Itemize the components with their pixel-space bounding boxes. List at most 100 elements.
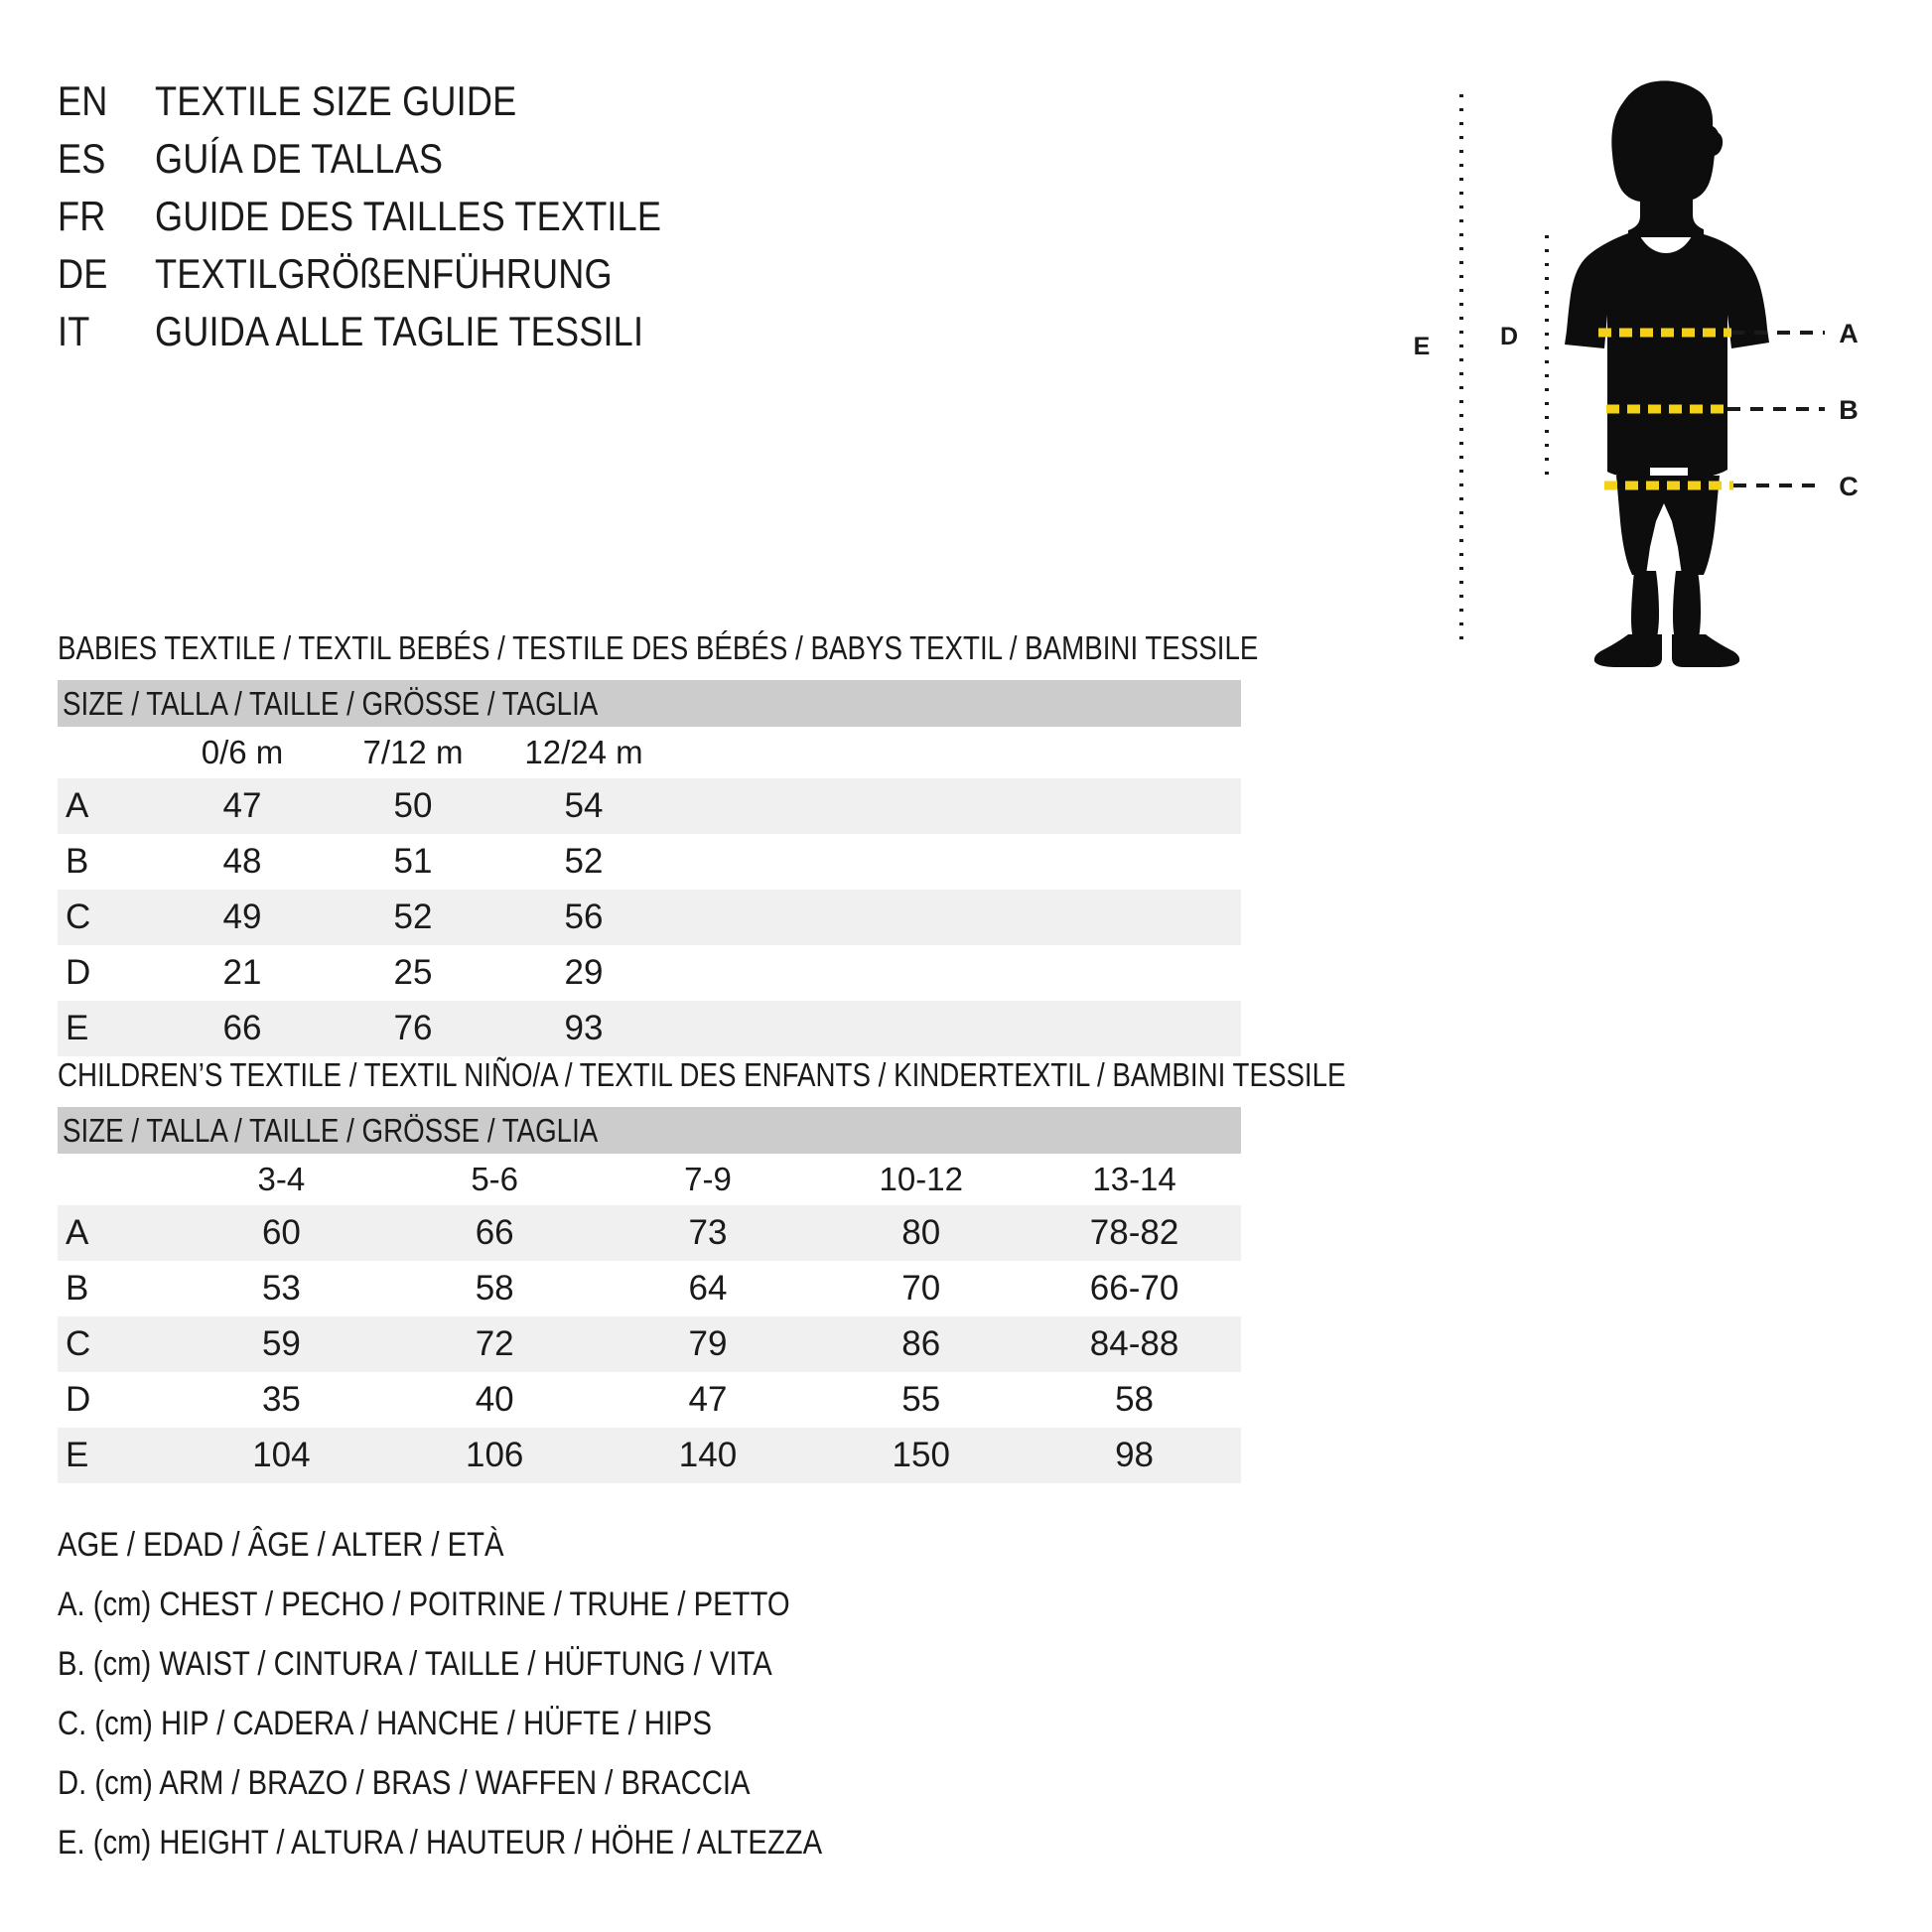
children-table-header-row: SIZE / TALLA / TAILLE / GRÖSSE / TAGLIA <box>58 1107 1241 1154</box>
babies-row-label-c: C <box>58 890 157 945</box>
children-row-label-d: D <box>66 1380 91 1419</box>
babies-cell-a-0: 47 <box>157 778 328 834</box>
children-corner-cell <box>58 1154 175 1205</box>
children-cell-b-1: 58 <box>475 1269 514 1308</box>
title-row-it: IT GUIDA ALLE TAGLIE TESSILI <box>58 308 1150 365</box>
babies-cell-e-0: 66 <box>157 1001 328 1056</box>
babies-cell-c-1: 52 <box>328 890 498 945</box>
babies-col-header-1: 7/12 m <box>362 734 464 770</box>
language-code-it: IT <box>58 308 90 354</box>
babies-row-label-e: E <box>58 1001 157 1056</box>
babies-row-label-d: D <box>66 953 91 992</box>
children-cell-e-1: 106 <box>387 1428 602 1483</box>
babies-col-header-2: 12/24 m <box>524 734 643 770</box>
table-row: B 53 58 64 70 66-70 <box>58 1261 1241 1316</box>
children-cell-d-1: 40 <box>475 1380 514 1419</box>
child-silhouette-icon <box>1565 80 1769 667</box>
children-cell-e-4: 98 <box>1028 1428 1241 1483</box>
guide-title-it: GUIDA ALLE TAGLIE TESSILI <box>155 308 644 354</box>
babies-cell-a-1: 50 <box>328 778 498 834</box>
babies-table-header-row: SIZE / TALLA / TAILLE / GRÖSSE / TAGLIA <box>58 680 1241 727</box>
children-cell-d-0: 35 <box>261 1380 301 1419</box>
babies-corner-cell <box>58 727 157 778</box>
children-cell-a-0: 60 <box>175 1205 388 1261</box>
diagram-label-b: B <box>1839 395 1859 425</box>
children-cell-c-0: 59 <box>175 1316 388 1372</box>
table-row: E 104 106 140 150 98 <box>58 1428 1241 1483</box>
babies-textile-section: BABIES TEXTILE / TEXTIL BEBÉS / TESTILE … <box>58 629 1259 1056</box>
babies-cell-d-1: 25 <box>393 953 433 992</box>
babies-size-table: SIZE / TALLA / TAILLE / GRÖSSE / TAGLIA … <box>58 680 1241 1056</box>
babies-cell-c-2: 56 <box>498 890 669 945</box>
children-cell-a-1: 66 <box>387 1205 602 1261</box>
guide-title-fr: GUIDE DES TAILLES TEXTILE <box>155 193 662 239</box>
babies-cell-e-2: 93 <box>498 1001 669 1056</box>
table-row: D 35 40 47 55 58 <box>58 1372 1241 1428</box>
children-cell-d-3: 55 <box>901 1380 941 1419</box>
children-cell-c-2: 79 <box>601 1316 815 1372</box>
children-cell-b-4: 66-70 <box>1089 1269 1179 1308</box>
table-row: B 48 51 52 <box>58 834 1241 890</box>
table-row: C 49 52 56 <box>58 890 1241 945</box>
children-cell-b-3: 70 <box>901 1269 941 1308</box>
children-cell-d-2: 47 <box>688 1380 728 1419</box>
table-row: A 60 66 73 80 78-82 <box>58 1205 1241 1261</box>
legend-item-waist: B. (cm) WAIST / CINTURA / TAILLE / HÜFTU… <box>58 1645 772 1683</box>
children-row-label-b: B <box>66 1269 89 1308</box>
children-cell-e-0: 104 <box>175 1428 388 1483</box>
table-row: D 21 25 29 <box>58 945 1241 1001</box>
legend-item-height: E. (cm) HEIGHT / ALTURA / HAUTEUR / HÖHE… <box>58 1824 823 1862</box>
children-cell-e-2: 140 <box>601 1428 815 1483</box>
babies-cell-d-0: 21 <box>222 953 262 992</box>
diagram-label-e: E <box>1414 333 1431 360</box>
children-cell-d-4: 58 <box>1115 1380 1155 1419</box>
babies-col-header-spacer <box>669 727 1241 778</box>
children-size-table: SIZE / TALLA / TAILLE / GRÖSSE / TAGLIA … <box>58 1107 1241 1483</box>
babies-cell-c-0: 49 <box>157 890 328 945</box>
babies-cell-e-spacer <box>669 1001 1241 1056</box>
title-row-es: ES GUÍA DE TALLAS <box>58 135 1150 193</box>
table-row: C 59 72 79 86 84-88 <box>58 1316 1241 1372</box>
babies-cell-b-1: 51 <box>393 842 433 881</box>
children-cell-b-0: 53 <box>261 1269 301 1308</box>
babies-cell-d-2: 29 <box>564 953 604 992</box>
children-section-title: CHILDREN’S TEXTILE / TEXTIL NIÑO/A / TEX… <box>58 1056 1346 1093</box>
children-cell-a-3: 80 <box>814 1205 1029 1261</box>
table-row: E 66 76 93 <box>58 1001 1241 1056</box>
children-col-header-4: 13-14 <box>1092 1161 1176 1197</box>
children-col-header-1: 5-6 <box>471 1161 519 1197</box>
children-textile-section: CHILDREN’S TEXTILE / TEXTIL NIÑO/A / TEX… <box>58 1056 1346 1483</box>
legend-item-hip: C. (cm) HIP / CADERA / HANCHE / HÜFTE / … <box>58 1705 713 1742</box>
babies-cell-a-2: 54 <box>498 778 669 834</box>
language-code-fr: FR <box>58 193 106 239</box>
legend-item-arm: D. (cm) ARM / BRAZO / BRAS / WAFFEN / BR… <box>58 1764 751 1802</box>
children-cell-c-4: 84-88 <box>1028 1316 1241 1372</box>
babies-cell-c-spacer <box>669 890 1241 945</box>
legend-age-line: AGE / EDAD / ÂGE / ALTER / ETÀ <box>58 1526 504 1564</box>
children-cell-a-2: 73 <box>601 1205 815 1261</box>
children-cell-c-3: 86 <box>814 1316 1029 1372</box>
babies-cell-a-spacer <box>669 778 1241 834</box>
children-row-label-a: A <box>58 1205 176 1261</box>
guide-title-de: TEXTILGRÖßENFÜHRUNG <box>155 250 613 297</box>
children-table-header-label: SIZE / TALLA / TAILLE / GRÖSSE / TAGLIA <box>63 1111 599 1149</box>
guide-title-es: GUÍA DE TALLAS <box>155 135 444 182</box>
babies-cell-b-0: 48 <box>222 842 262 881</box>
babies-table-header-label: SIZE / TALLA / TAILLE / GRÖSSE / TAGLIA <box>63 684 599 722</box>
babies-section-title: BABIES TEXTILE / TEXTIL BEBÉS / TESTILE … <box>58 629 1259 666</box>
language-code-en: EN <box>58 77 108 124</box>
table-row: A 47 50 54 <box>58 778 1241 834</box>
title-row-en: EN TEXTILE SIZE GUIDE <box>58 77 1150 135</box>
legend-item-chest: A. (cm) CHEST / PECHO / POITRINE / TRUHE… <box>58 1586 790 1623</box>
children-col-header-2: 7-9 <box>684 1161 732 1197</box>
children-col-header-3: 10-12 <box>879 1161 963 1197</box>
children-col-header-0: 3-4 <box>257 1161 306 1197</box>
babies-cell-d-spacer <box>669 945 1241 1001</box>
measurement-diagram: E D A <box>1390 55 1932 670</box>
children-column-header-row: 3-4 5-6 7-9 10-12 13-14 <box>58 1154 1241 1205</box>
title-row-fr: FR GUIDE DES TAILLES TEXTILE <box>58 193 1150 250</box>
measurement-legend: AGE / EDAD / ÂGE / ALTER / ETÀ A. (cm) C… <box>58 1515 1199 1872</box>
babies-cell-e-1: 76 <box>328 1001 498 1056</box>
language-code-es: ES <box>58 135 106 182</box>
title-row-de: DE TEXTILGRÖßENFÜHRUNG <box>58 250 1150 308</box>
